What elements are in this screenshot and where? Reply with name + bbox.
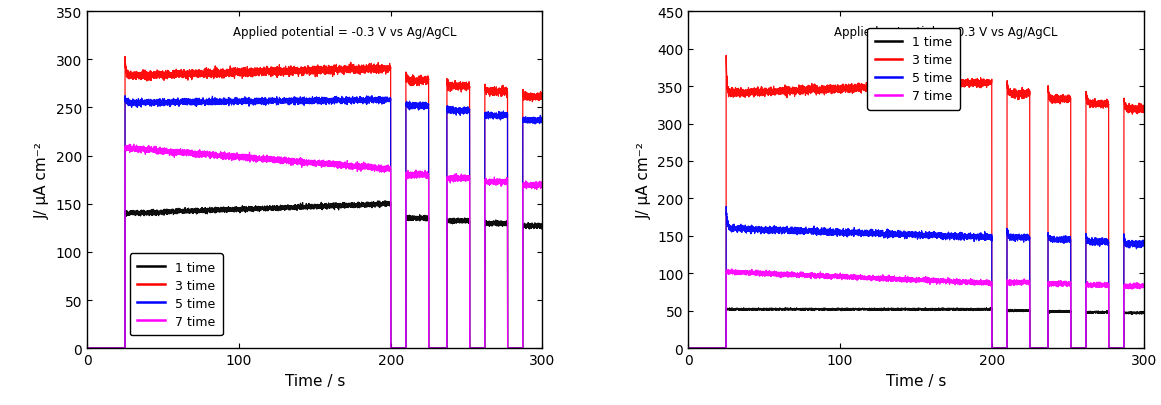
Text: Applied potential = -0.3 V vs Ag/AgCL: Applied potential = -0.3 V vs Ag/AgCL xyxy=(233,26,456,38)
X-axis label: Time / s: Time / s xyxy=(284,373,345,388)
Y-axis label: J/ μA cm⁻²: J/ μA cm⁻² xyxy=(636,142,651,219)
Text: Applied potential = -0.3 V vs Ag/AgCL: Applied potential = -0.3 V vs Ag/AgCL xyxy=(834,26,1058,38)
X-axis label: Time / s: Time / s xyxy=(886,373,946,388)
Legend: 1 time, 3 time, 5 time, 7 time: 1 time, 3 time, 5 time, 7 time xyxy=(867,28,960,110)
Legend: 1 time, 3 time, 5 time, 7 time: 1 time, 3 time, 5 time, 7 time xyxy=(130,254,223,335)
Y-axis label: J/ μA cm⁻²: J/ μA cm⁻² xyxy=(35,142,50,219)
